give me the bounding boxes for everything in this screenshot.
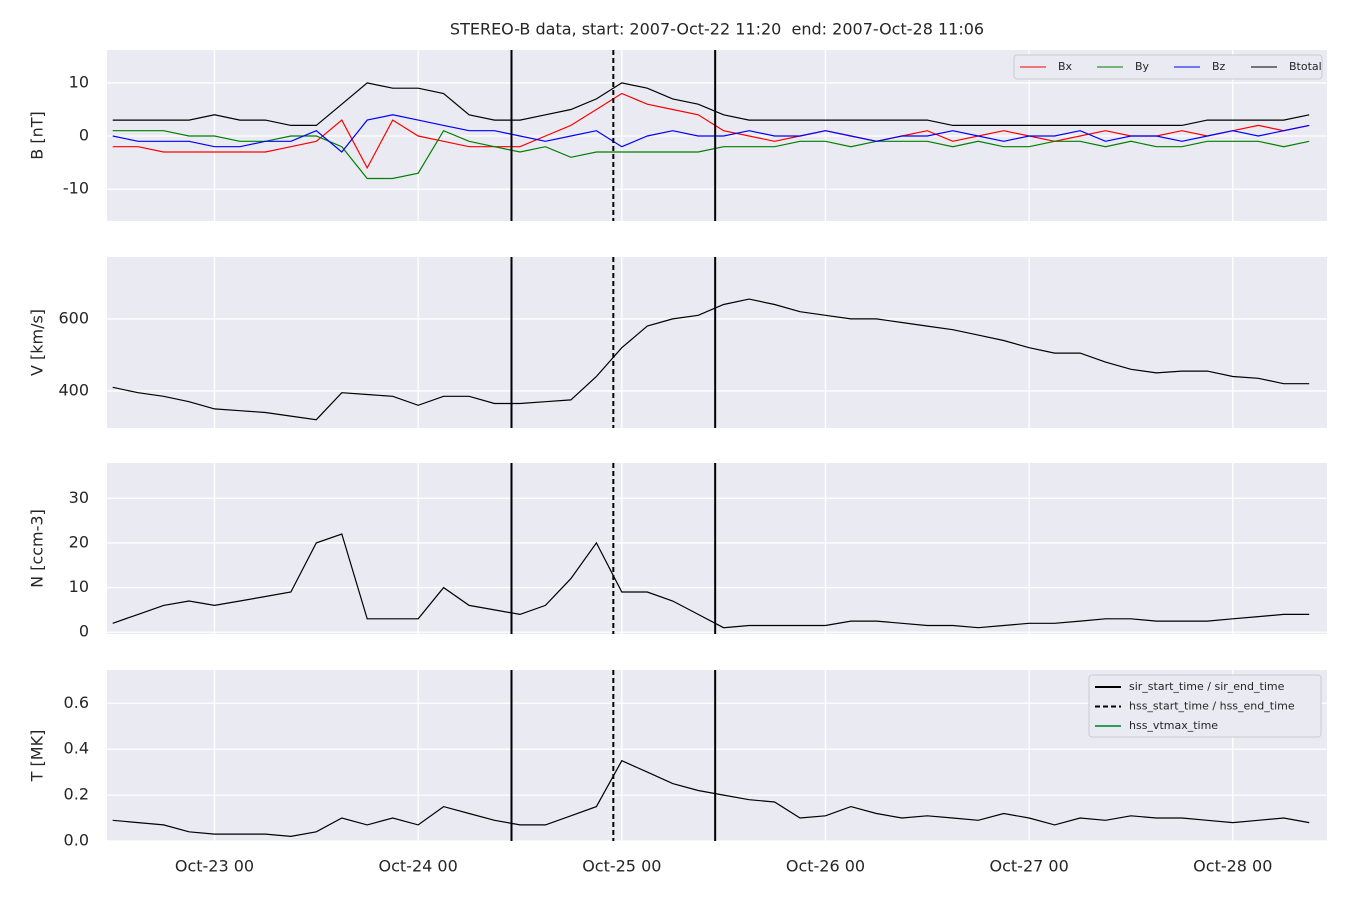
legend-label: Bz (1212, 60, 1226, 73)
y-tick-label: 0 (79, 622, 89, 641)
legend-label: hss_vtmax_time (1129, 719, 1218, 732)
legend-label: Btotal (1289, 60, 1322, 73)
data-line (112, 533, 1310, 629)
x-tick-label: Oct-24 00 (379, 857, 458, 876)
legend-label: sir_start_time / sir_end_time (1129, 680, 1285, 693)
y-tick-label: 600 (58, 308, 89, 327)
data-line (112, 82, 1310, 126)
y-tick-label: 0.4 (64, 739, 89, 758)
data-line (112, 759, 1310, 838)
y-tick-label: 0.0 (64, 831, 89, 850)
x-tick-label: Oct-26 00 (786, 857, 865, 876)
legend-box (1088, 674, 1322, 738)
plot-area (112, 50, 1310, 221)
y-tick-label: 20 (69, 532, 89, 551)
data-line (112, 114, 1310, 153)
y-tick-label: 10 (69, 577, 89, 596)
y-tick-label: 0 (79, 126, 89, 145)
chart-title: STEREO-B data, start: 2007-Oct-22 11:20 … (450, 20, 984, 39)
y-axis-label: V [km/s] (28, 309, 47, 376)
y-axis-label: B [nT] (28, 111, 47, 159)
y-tick-label: 0.6 (64, 693, 89, 712)
y-tick-label: 0.2 (64, 785, 89, 804)
y-axis-label: T [MK] (28, 730, 47, 783)
x-tick-label: Oct-25 00 (582, 857, 661, 876)
data-line (112, 92, 1310, 170)
plot-area (112, 257, 1310, 428)
y-tick-label: 10 (69, 72, 89, 91)
plot-area (112, 670, 1310, 841)
plot-background (107, 463, 1327, 634)
x-tick-label: Oct-23 00 (175, 857, 254, 876)
legend-box (1013, 54, 1323, 80)
y-axis-label: N [ccm-3] (28, 509, 47, 588)
legend-label: By (1135, 60, 1150, 73)
y-tick-label: -10 (63, 179, 89, 198)
legend-label: Bx (1058, 60, 1073, 73)
x-tick-label: Oct-27 00 (990, 857, 1069, 876)
legend-label: hss_start_time / hss_end_time (1129, 700, 1295, 713)
data-line (112, 298, 1310, 421)
y-tick-label: 400 (58, 380, 89, 399)
plot-background (107, 257, 1327, 428)
y-tick-label: 30 (69, 488, 89, 507)
x-tick-label: Oct-28 00 (1193, 857, 1272, 876)
plot-area (112, 463, 1310, 634)
data-line (112, 129, 1310, 180)
